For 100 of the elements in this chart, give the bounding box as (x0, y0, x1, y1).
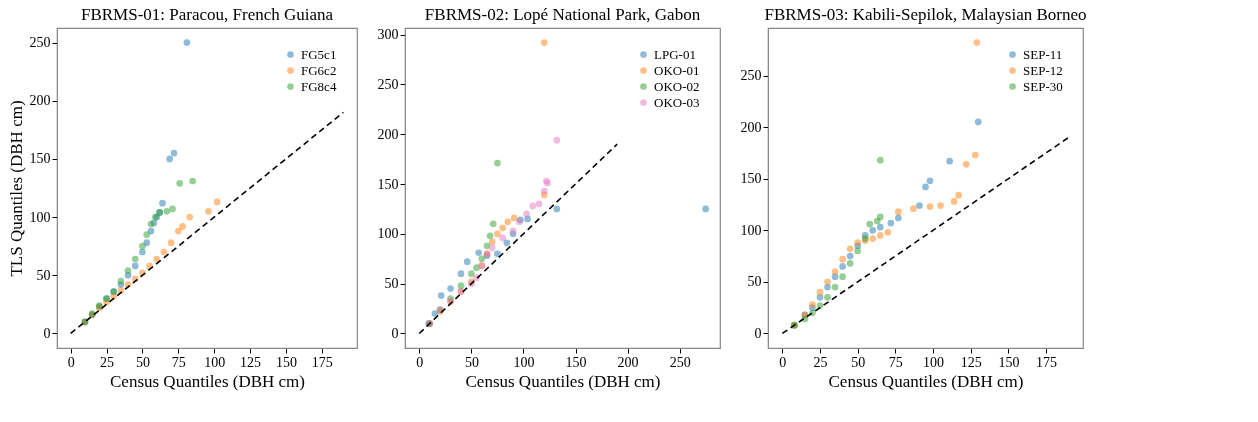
point (926, 203, 934, 210)
point (887, 219, 895, 227)
point (179, 223, 186, 230)
x-tick-label: 75 (888, 354, 903, 370)
point (483, 242, 491, 250)
point (189, 177, 196, 185)
legend-label: SEP-30 (1023, 78, 1063, 94)
point (824, 278, 831, 286)
point (839, 273, 846, 281)
x-tick-label: 25 (813, 354, 828, 370)
point (499, 234, 506, 242)
y-tick-label: 100 (740, 222, 762, 238)
legend-label: OKO-02 (654, 78, 700, 94)
y-tick-label: 100 (377, 226, 399, 242)
point (167, 239, 175, 247)
y-tick-label: 150 (29, 151, 51, 167)
point (922, 183, 929, 191)
point (824, 294, 831, 301)
point (457, 282, 465, 289)
point (475, 249, 483, 257)
point (205, 207, 212, 215)
legend-label: SEP-11 (1023, 46, 1063, 62)
point (166, 155, 174, 163)
point (831, 283, 839, 291)
legend-label: SEP-12 (1023, 62, 1063, 78)
chart-title: FBRMS-01: Paracou, French Guiana (80, 5, 334, 24)
point (895, 208, 902, 216)
point (183, 39, 191, 46)
point (447, 285, 454, 292)
point (510, 214, 518, 222)
x-tick-label: 75 (171, 354, 186, 370)
point (131, 255, 139, 263)
point (529, 202, 537, 210)
x-tick-label: 0 (67, 354, 75, 370)
y-tick-label: 150 (740, 171, 762, 187)
y-tick-label: 250 (740, 68, 762, 84)
point (846, 259, 854, 267)
x-tick-label: 0 (779, 354, 787, 370)
y-tick-label: 0 (391, 325, 399, 341)
point (869, 226, 877, 234)
point (186, 213, 194, 221)
point (971, 151, 979, 159)
x-tick-label: 25 (100, 354, 115, 370)
point (916, 202, 923, 209)
point (876, 223, 884, 231)
x-tick-label: 150 (275, 354, 297, 370)
x-tick-label: 150 (565, 354, 587, 370)
point (839, 263, 846, 270)
y-tick-label: 250 (377, 76, 399, 92)
x-tick-label: 175 (1036, 354, 1058, 370)
point (143, 239, 151, 247)
y-tick-label: 50 (36, 267, 51, 283)
x-tick-label: 100 (204, 354, 226, 370)
point (486, 232, 494, 240)
point (489, 220, 497, 228)
x-tick-label: 50 (851, 354, 866, 370)
point (876, 156, 884, 164)
point (494, 230, 501, 238)
point (839, 255, 846, 263)
point (955, 191, 963, 199)
x-tick-label: 50 (135, 354, 150, 370)
point (831, 268, 839, 275)
y-tick-label: 250 (29, 35, 51, 51)
point (910, 205, 917, 212)
point (488, 244, 496, 252)
point (540, 187, 548, 195)
y-tick-label: 100 (29, 209, 51, 225)
point (169, 205, 176, 213)
legend-label: OKO-01 (654, 62, 700, 78)
point (524, 215, 531, 223)
point (973, 39, 981, 46)
x-tick-label: 100 (513, 354, 535, 370)
legend-label: FG5c1 (301, 46, 337, 62)
point (159, 199, 166, 207)
y-tick-label: 150 (377, 176, 399, 192)
point (824, 283, 831, 291)
point (937, 202, 944, 209)
x-tick-label: 175 (311, 354, 333, 370)
point (478, 255, 486, 263)
point (139, 242, 146, 250)
point (876, 232, 884, 239)
x-tick-label: 50 (464, 354, 479, 370)
y-tick-label: 200 (29, 93, 51, 109)
point (431, 310, 439, 317)
x-tick-label: 100 (923, 354, 945, 370)
point (437, 292, 445, 299)
point (174, 227, 182, 235)
point (163, 207, 171, 215)
x-tick-label: 200 (617, 354, 639, 370)
point (473, 264, 480, 272)
point (131, 262, 139, 270)
point (468, 270, 475, 278)
y-tick-label: 300 (377, 27, 399, 43)
chart-title: FBRMS-03: Kabili-Sepilok, Malaysian Borneo (764, 5, 1087, 24)
x-axis-title: Census Quantiles (DBH cm) (109, 371, 306, 391)
point (124, 267, 132, 274)
point (139, 248, 146, 256)
point (213, 198, 221, 206)
chart-title: FBRMS-02: Lopé National Park, Gabon (424, 4, 701, 24)
point (457, 270, 465, 278)
